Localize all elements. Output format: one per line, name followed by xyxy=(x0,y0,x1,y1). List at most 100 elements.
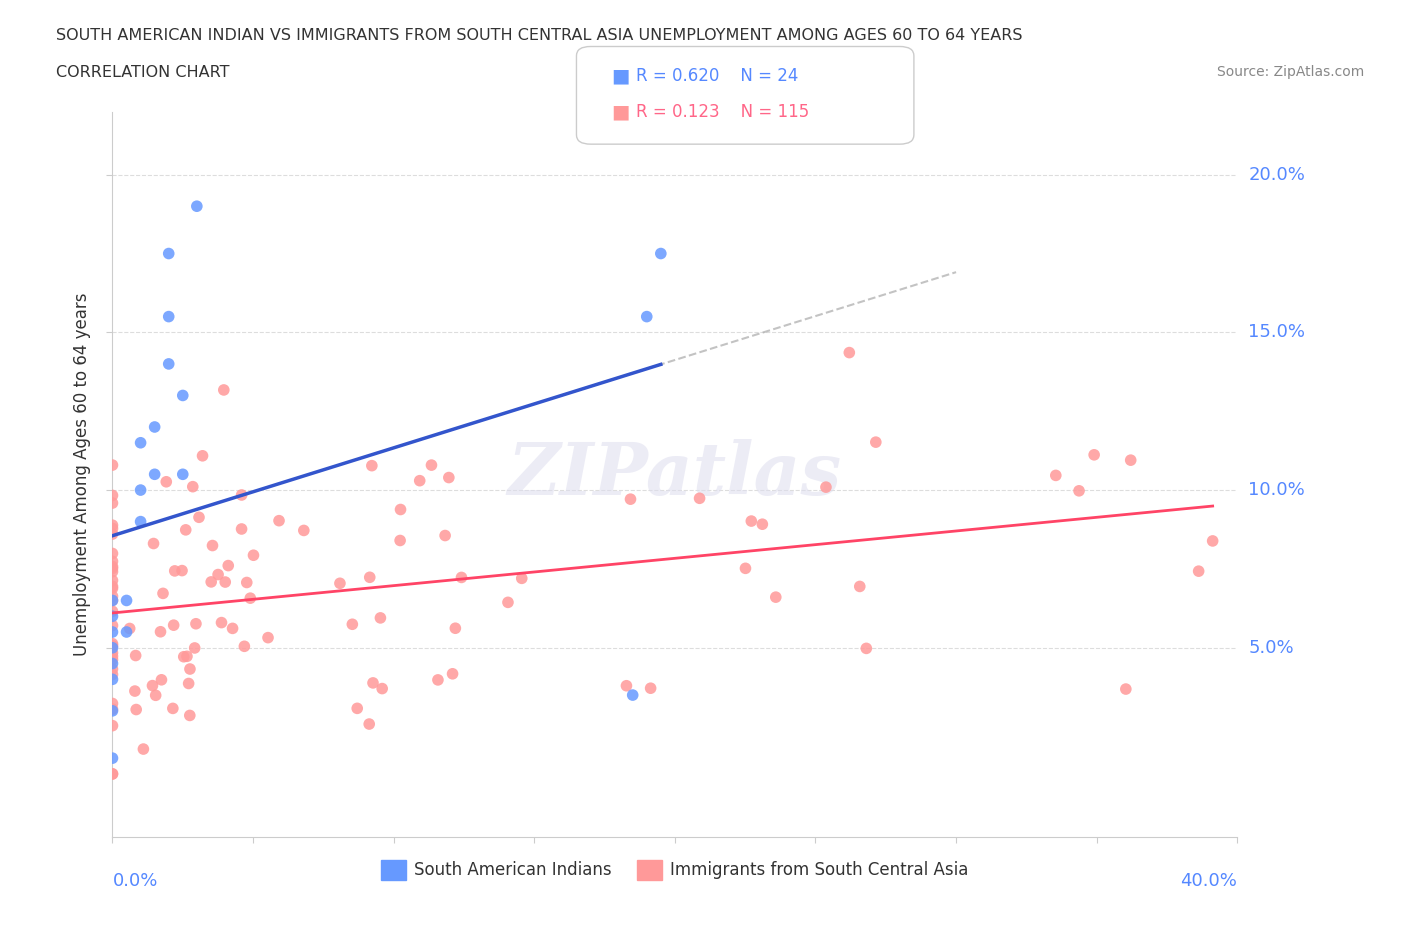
Immigrants from South Central Asia xyxy=(173,649,195,664)
South American Indians xyxy=(172,388,194,403)
Immigrants from South Central Asia xyxy=(1188,564,1211,578)
South American Indians xyxy=(621,687,644,702)
Immigrants from South Central Asia xyxy=(101,661,124,676)
Text: SOUTH AMERICAN INDIAN VS IMMIGRANTS FROM SOUTH CENTRAL ASIA UNEMPLOYMENT AMONG A: SOUTH AMERICAN INDIAN VS IMMIGRANTS FROM… xyxy=(56,28,1022,43)
Immigrants from South Central Asia xyxy=(409,473,432,488)
Immigrants from South Central Asia xyxy=(101,604,124,618)
South American Indians xyxy=(101,751,124,765)
Immigrants from South Central Asia xyxy=(101,618,124,633)
Immigrants from South Central Asia xyxy=(184,617,207,631)
Immigrants from South Central Asia xyxy=(101,573,124,588)
Immigrants from South Central Asia xyxy=(101,766,124,781)
Immigrants from South Central Asia xyxy=(101,565,124,579)
Text: 0.0%: 0.0% xyxy=(112,871,157,890)
Immigrants from South Central Asia xyxy=(619,492,641,507)
Immigrants from South Central Asia xyxy=(640,681,662,696)
Immigrants from South Central Asia xyxy=(346,701,368,716)
Immigrants from South Central Asia xyxy=(838,345,860,360)
Immigrants from South Central Asia xyxy=(101,488,124,503)
Immigrants from South Central Asia xyxy=(118,621,141,636)
South American Indians xyxy=(157,309,180,324)
South American Indians xyxy=(101,609,124,624)
Immigrants from South Central Asia xyxy=(444,621,467,636)
South American Indians xyxy=(129,435,152,450)
Immigrants from South Central Asia xyxy=(689,491,711,506)
Immigrants from South Central Asia xyxy=(132,741,155,756)
South American Indians xyxy=(650,246,672,261)
Immigrants from South Central Asia xyxy=(101,518,124,533)
Text: 40.0%: 40.0% xyxy=(1181,871,1237,890)
Text: ZIPatlas: ZIPatlas xyxy=(508,439,842,510)
Immigrants from South Central Asia xyxy=(1119,453,1142,468)
Immigrants from South Central Asia xyxy=(233,639,256,654)
Immigrants from South Central Asia xyxy=(177,676,200,691)
Text: ■: ■ xyxy=(612,102,630,121)
Immigrants from South Central Asia xyxy=(420,458,443,472)
Immigrants from South Central Asia xyxy=(101,581,124,596)
Immigrants from South Central Asia xyxy=(101,638,124,653)
Immigrants from South Central Asia xyxy=(236,575,259,590)
Immigrants from South Central Asia xyxy=(231,487,253,502)
Immigrants from South Central Asia xyxy=(231,522,253,537)
Immigrants from South Central Asia xyxy=(101,458,124,472)
Immigrants from South Central Asia xyxy=(145,688,167,703)
Immigrants from South Central Asia xyxy=(242,548,264,563)
South American Indians xyxy=(143,419,166,434)
Immigrants from South Central Asia xyxy=(101,702,124,717)
Immigrants from South Central Asia xyxy=(496,595,519,610)
Immigrants from South Central Asia xyxy=(101,652,124,667)
Immigrants from South Central Asia xyxy=(191,448,214,463)
Immigrants from South Central Asia xyxy=(1045,468,1067,483)
Text: Source: ZipAtlas.com: Source: ZipAtlas.com xyxy=(1216,65,1364,79)
Y-axis label: Unemployment Among Ages 60 to 64 years: Unemployment Among Ages 60 to 64 years xyxy=(73,293,91,656)
South American Indians xyxy=(129,483,152,498)
South American Indians xyxy=(636,309,658,324)
Immigrants from South Central Asia xyxy=(101,496,124,511)
Text: R = 0.620    N = 24: R = 0.620 N = 24 xyxy=(636,67,797,86)
Immigrants from South Central Asia xyxy=(152,586,174,601)
South American Indians xyxy=(143,467,166,482)
Immigrants from South Central Asia xyxy=(141,678,163,693)
Immigrants from South Central Asia xyxy=(174,523,197,538)
Immigrants from South Central Asia xyxy=(200,575,222,590)
Immigrants from South Central Asia xyxy=(101,592,124,607)
Immigrants from South Central Asia xyxy=(201,538,224,553)
Immigrants from South Central Asia xyxy=(1115,682,1137,697)
Immigrants from South Central Asia xyxy=(1083,447,1105,462)
Immigrants from South Central Asia xyxy=(765,590,787,604)
Immigrants from South Central Asia xyxy=(217,558,239,573)
South American Indians xyxy=(101,593,124,608)
Immigrants from South Central Asia xyxy=(267,513,290,528)
Immigrants from South Central Asia xyxy=(214,575,236,590)
Immigrants from South Central Asia xyxy=(437,470,460,485)
Immigrants from South Central Asia xyxy=(181,479,204,494)
South American Indians xyxy=(129,514,152,529)
Immigrants from South Central Asia xyxy=(360,458,382,473)
Immigrants from South Central Asia xyxy=(510,571,533,586)
Immigrants from South Central Asia xyxy=(1201,534,1223,549)
South American Indians xyxy=(101,671,124,686)
South American Indians xyxy=(115,625,138,640)
Immigrants from South Central Asia xyxy=(359,570,381,585)
Immigrants from South Central Asia xyxy=(149,624,172,639)
South American Indians xyxy=(101,641,124,656)
Text: CORRELATION CHART: CORRELATION CHART xyxy=(56,65,229,80)
Immigrants from South Central Asia xyxy=(1067,484,1090,498)
Immigrants from South Central Asia xyxy=(865,434,887,449)
Immigrants from South Central Asia xyxy=(855,641,877,656)
Text: R = 0.123    N = 115: R = 0.123 N = 115 xyxy=(636,102,808,121)
Immigrants from South Central Asia xyxy=(179,708,201,723)
Immigrants from South Central Asia xyxy=(212,382,235,397)
Immigrants from South Central Asia xyxy=(211,615,233,630)
South American Indians xyxy=(115,593,138,608)
Immigrants from South Central Asia xyxy=(434,528,457,543)
Immigrants from South Central Asia xyxy=(389,502,412,517)
Immigrants from South Central Asia xyxy=(329,576,352,591)
Text: 10.0%: 10.0% xyxy=(1249,481,1305,499)
Immigrants from South Central Asia xyxy=(170,564,193,578)
Immigrants from South Central Asia xyxy=(179,661,201,676)
Immigrants from South Central Asia xyxy=(101,526,124,541)
Immigrants from South Central Asia xyxy=(101,667,124,682)
Immigrants from South Central Asia xyxy=(292,523,315,538)
South American Indians xyxy=(157,356,180,371)
